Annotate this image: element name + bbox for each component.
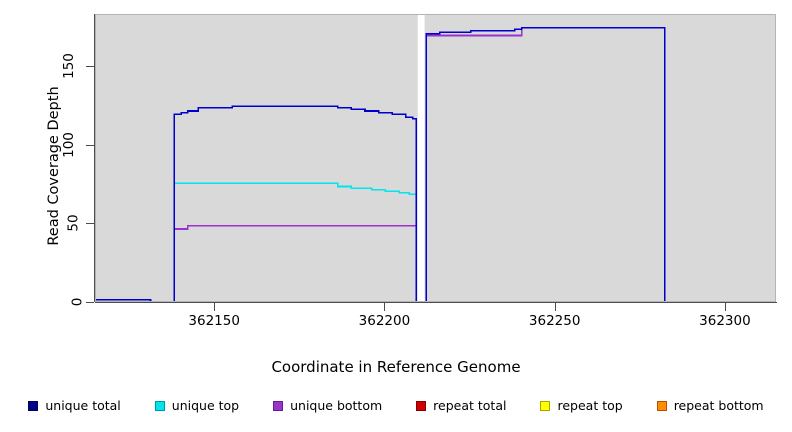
y-tick bbox=[86, 144, 94, 146]
legend-item: repeat top bbox=[540, 398, 623, 413]
legend-swatch-icon bbox=[416, 400, 427, 411]
x-tick bbox=[214, 303, 216, 311]
legend-swatch-icon bbox=[656, 400, 667, 411]
x-tick bbox=[384, 303, 386, 311]
legend-swatch-icon bbox=[154, 400, 165, 411]
legend-item: unique total bbox=[28, 398, 121, 413]
no-data-gap bbox=[417, 15, 425, 301]
x-tick-label: 362150 bbox=[188, 313, 240, 329]
series-line bbox=[173, 26, 666, 301]
series-line bbox=[96, 26, 666, 301]
y-tick-label: 0 bbox=[69, 297, 86, 307]
series-line bbox=[173, 182, 417, 301]
x-tick-label: 362250 bbox=[528, 313, 581, 329]
legend-label: repeat total bbox=[433, 398, 507, 413]
x-tick-label: 362300 bbox=[699, 313, 751, 329]
legend-label: unique top bbox=[171, 398, 240, 413]
legend-label: unique bottom bbox=[290, 398, 383, 413]
y-tick bbox=[86, 223, 94, 225]
legend-item: repeat bottom bbox=[656, 398, 764, 413]
y-axis-title: Read Coverage Depth bbox=[46, 86, 62, 246]
x-axis-title: Coordinate in Reference Genome bbox=[271, 358, 521, 376]
legend-item: unique top bbox=[154, 398, 240, 413]
legend-item: repeat total bbox=[416, 398, 506, 413]
y-tick bbox=[86, 302, 94, 303]
y-tick-label: 50 bbox=[65, 214, 82, 232]
x-axis-line bbox=[95, 302, 777, 303]
y-axis-line bbox=[94, 14, 95, 302]
y-tick-label: 150 bbox=[61, 53, 78, 79]
plot-panel bbox=[95, 14, 776, 302]
x-tick bbox=[554, 303, 556, 311]
x-tick-label: 362200 bbox=[358, 313, 411, 329]
legend: unique total unique top unique bottom repea… bbox=[0, 398, 792, 413]
legend-swatch-icon bbox=[28, 400, 39, 411]
legend-label: unique total bbox=[45, 398, 121, 413]
y-tick-label: 100 bbox=[61, 131, 78, 158]
legend-swatch-icon bbox=[540, 400, 551, 411]
legend-label: repeat top bbox=[557, 398, 623, 413]
legend-swatch-icon bbox=[273, 400, 284, 411]
legend-item: unique bottom bbox=[273, 398, 382, 413]
coverage-plot-svg bbox=[96, 15, 666, 301]
y-tick bbox=[86, 65, 94, 67]
x-tick bbox=[724, 303, 726, 311]
legend-label: repeat bottom bbox=[673, 398, 764, 413]
